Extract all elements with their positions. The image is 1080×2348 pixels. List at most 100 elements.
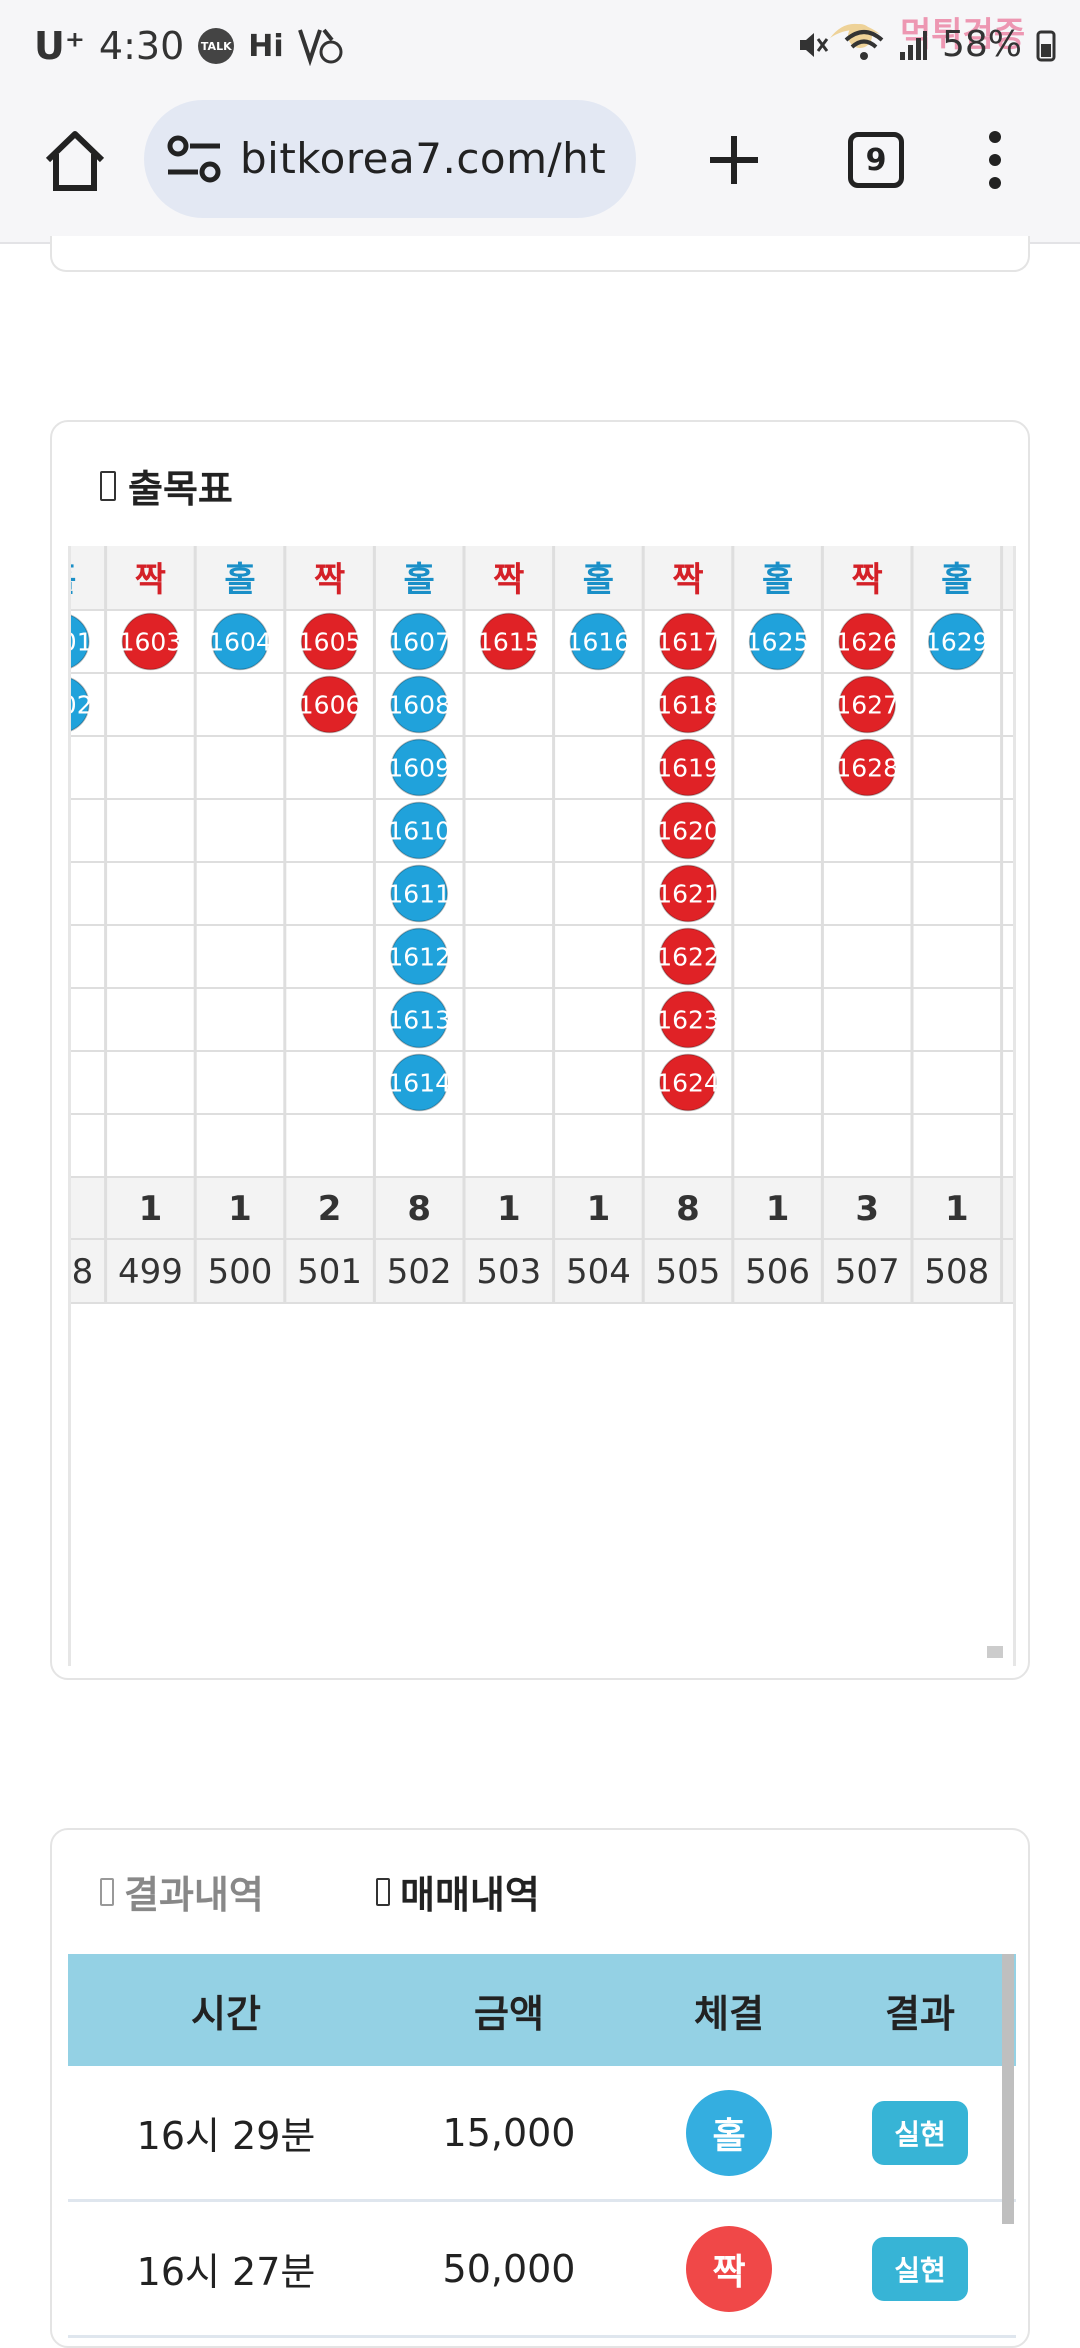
bead: [390, 927, 448, 986]
browser-toolbar: bitkorea7.com/ht 9: [0, 96, 1080, 244]
trades-table: 시간 금액 체결 결과 16시 29분 15,000 홀 실현 16시 27분 …: [68, 1954, 1016, 2338]
round-number: 507: [835, 1252, 900, 1292]
card-title: 출목표: [100, 458, 233, 513]
bead-label: 1624: [656, 1069, 720, 1098]
bead-label: 1619: [656, 754, 720, 783]
url-text: bitkorea7.com/ht: [240, 134, 607, 183]
bead-road-svg: 홀 1601 1602 2 498 짝 1603 1 499 홀 1604 1 500 짝 1605 1606…: [71, 546, 1013, 1304]
bead: [480, 612, 538, 671]
round-number: 498: [71, 1252, 93, 1292]
bead-label: 1618: [656, 691, 720, 720]
round-number: 502: [387, 1252, 452, 1292]
bead: [659, 864, 717, 923]
bead: [659, 927, 717, 986]
signal-icon: [899, 30, 927, 60]
tab-trades-icon: [376, 1877, 390, 1906]
status-right: 58%: [796, 24, 1056, 65]
bead-label: 1620: [656, 817, 720, 846]
battery-percent: 58%: [941, 24, 1022, 65]
round-number: 506: [745, 1252, 810, 1292]
streak-count: 2: [71, 1189, 73, 1229]
bead: [390, 738, 448, 797]
round-number: 505: [656, 1252, 721, 1292]
bead-label: 1615: [477, 628, 541, 657]
row-amount: 50,000: [442, 2246, 576, 2291]
more-menu-icon[interactable]: [988, 130, 1002, 190]
round-number: 500: [208, 1252, 273, 1292]
bead-label: 1612: [387, 943, 451, 972]
vertical-scrollbar[interactable]: [1002, 1954, 1014, 2224]
bead-label: 1628: [835, 754, 899, 783]
row-result-cell: 실현: [824, 2100, 1016, 2165]
bead: [659, 990, 717, 1049]
bead-label: 1605: [298, 628, 362, 657]
row-amount: 15,000: [442, 2110, 576, 2155]
column-header: 홀: [71, 560, 76, 600]
status-left: U⁺ 4:30 TALK Hi: [34, 24, 344, 68]
clock: 4:30: [98, 24, 185, 68]
round-number: 503: [476, 1252, 541, 1292]
bead-label: 1627: [835, 691, 899, 720]
tab-results-icon: [100, 1877, 114, 1906]
bead: [121, 612, 180, 671]
new-tab-icon[interactable]: [706, 132, 762, 188]
bead: [569, 612, 628, 671]
round-number: 499: [118, 1252, 183, 1292]
streak-count: 2: [318, 1189, 342, 1229]
header-time: 시간: [191, 1991, 261, 2036]
round-number: 501: [297, 1252, 362, 1292]
bead: [748, 612, 807, 671]
bead-label: 1610: [387, 817, 451, 846]
streak-count: 3: [855, 1189, 879, 1229]
bead: [390, 675, 448, 734]
row-side-cell: 짝: [634, 2225, 824, 2312]
tab-results[interactable]: 결과내역: [100, 1864, 264, 1919]
result-badge: 실현: [872, 2236, 968, 2301]
bead: [390, 801, 448, 860]
card-title-text: 출목표: [128, 467, 233, 511]
bead: [300, 675, 359, 734]
bead-label: 1629: [925, 628, 989, 657]
bead: [300, 612, 359, 671]
header-side: 체결: [694, 1991, 764, 2036]
hi-notification-icon: Hi: [248, 28, 284, 64]
result-badge: 실현: [872, 2100, 968, 2165]
bead-label: 1606: [298, 691, 362, 720]
table-row: 16시 29분 15,000 홀 실현: [68, 2066, 1016, 2202]
header-amount: 금액: [474, 1991, 544, 2036]
bead: [390, 612, 448, 671]
site-settings-icon[interactable]: [166, 134, 222, 184]
streak-count: 8: [407, 1189, 431, 1229]
round-number: 508: [924, 1252, 989, 1292]
streak-count: 1: [766, 1189, 790, 1229]
bead: [390, 864, 448, 923]
horizontal-scroll-indicator[interactable]: [987, 1646, 1003, 1658]
column-header: 홀: [224, 560, 255, 600]
bead-label: 1623: [656, 1006, 720, 1035]
home-icon[interactable]: [40, 126, 110, 196]
tab-trades[interactable]: 매매내역: [376, 1864, 540, 1919]
kakaotalk-icon: TALK: [198, 28, 235, 64]
bead: [390, 1053, 448, 1112]
bead-label: 1611: [387, 880, 451, 909]
bead: [659, 675, 717, 734]
bead-label: 1601: [71, 628, 93, 657]
bead-label: 1616: [567, 628, 631, 657]
bead: [71, 614, 90, 669]
tab-switcher-button[interactable]: 9: [848, 132, 904, 188]
title-icon: [100, 470, 116, 501]
bead: [659, 1053, 717, 1112]
row-result-cell: 실현: [824, 2236, 1016, 2301]
bead: [838, 675, 896, 734]
bead-label: 1622: [656, 943, 720, 972]
status-bar: U⁺ 4:30 TALK Hi 먹튀검증 58%: [0, 0, 1080, 96]
address-bar[interactable]: bitkorea7.com/ht: [144, 100, 636, 218]
bead: [71, 677, 90, 732]
column-header: 짝: [852, 560, 883, 600]
bead: [838, 612, 896, 671]
bead-label: 1608: [387, 691, 451, 720]
streak-count: 1: [228, 1189, 252, 1229]
bead-road-grid[interactable]: 홀 1601 1602 2 498 짝 1603 1 499 홀 1604 1 500 짝 1605 1606…: [68, 546, 1016, 1666]
results-card: 결과내역 매매내역 시간 금액 체결 결과 16시 29분 15,000 홀 실…: [50, 1828, 1030, 2348]
streak-count: 1: [497, 1189, 521, 1229]
